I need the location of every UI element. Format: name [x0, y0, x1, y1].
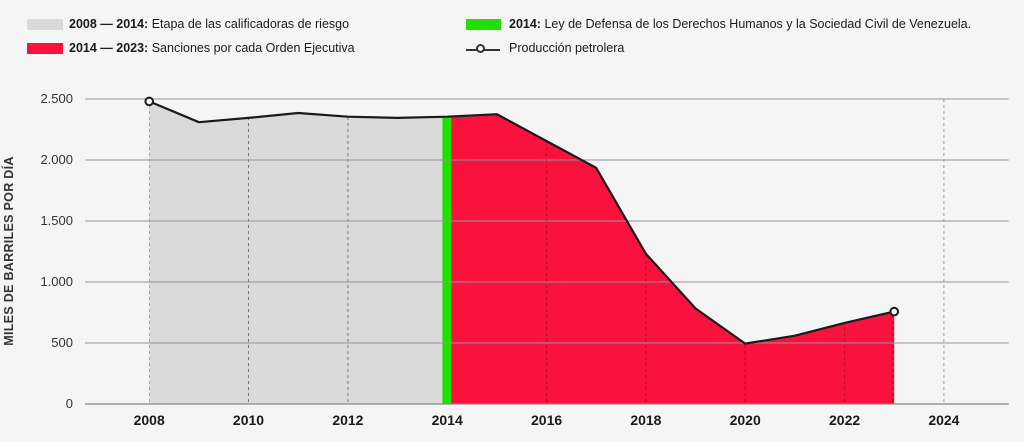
svg-text:2022: 2022: [829, 412, 860, 428]
svg-text:2018: 2018: [630, 412, 661, 428]
svg-text:2016: 2016: [531, 412, 562, 428]
svg-text:2010: 2010: [233, 412, 264, 428]
svg-text:2.000: 2.000: [40, 152, 73, 167]
svg-text:1.500: 1.500: [40, 213, 73, 228]
svg-text:2024: 2024: [928, 412, 959, 428]
svg-text:0: 0: [66, 396, 73, 411]
svg-text:2008: 2008: [134, 412, 165, 428]
svg-text:2014: 2014: [432, 412, 463, 428]
svg-text:2020: 2020: [730, 412, 761, 428]
svg-text:2.500: 2.500: [40, 91, 73, 106]
svg-text:2012: 2012: [332, 412, 363, 428]
svg-text:1.000: 1.000: [40, 274, 73, 289]
svg-text:500: 500: [51, 335, 73, 350]
